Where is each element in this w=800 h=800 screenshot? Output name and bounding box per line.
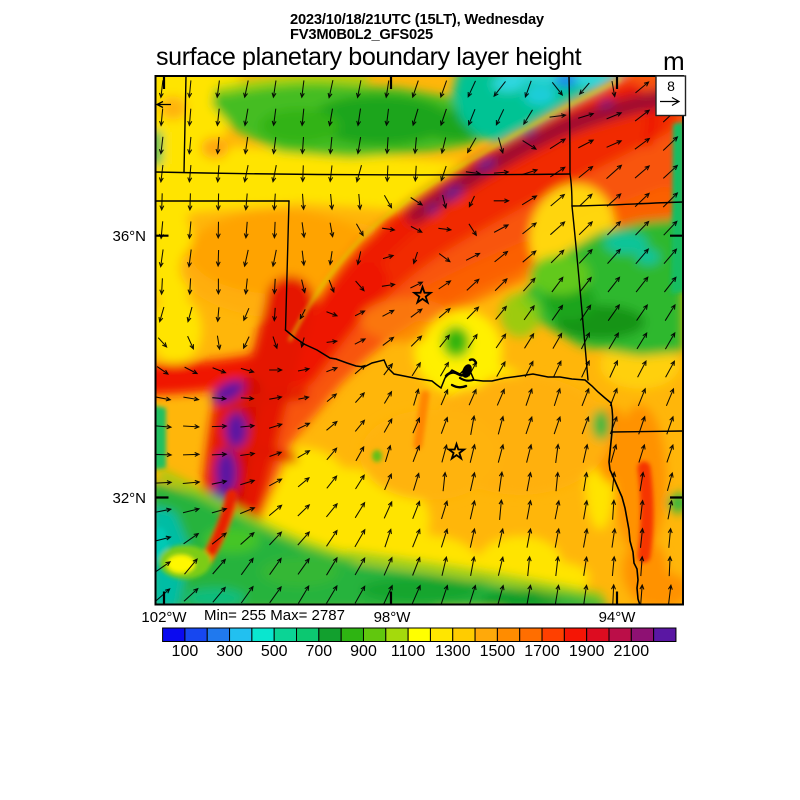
svg-text:8: 8 xyxy=(667,78,675,94)
